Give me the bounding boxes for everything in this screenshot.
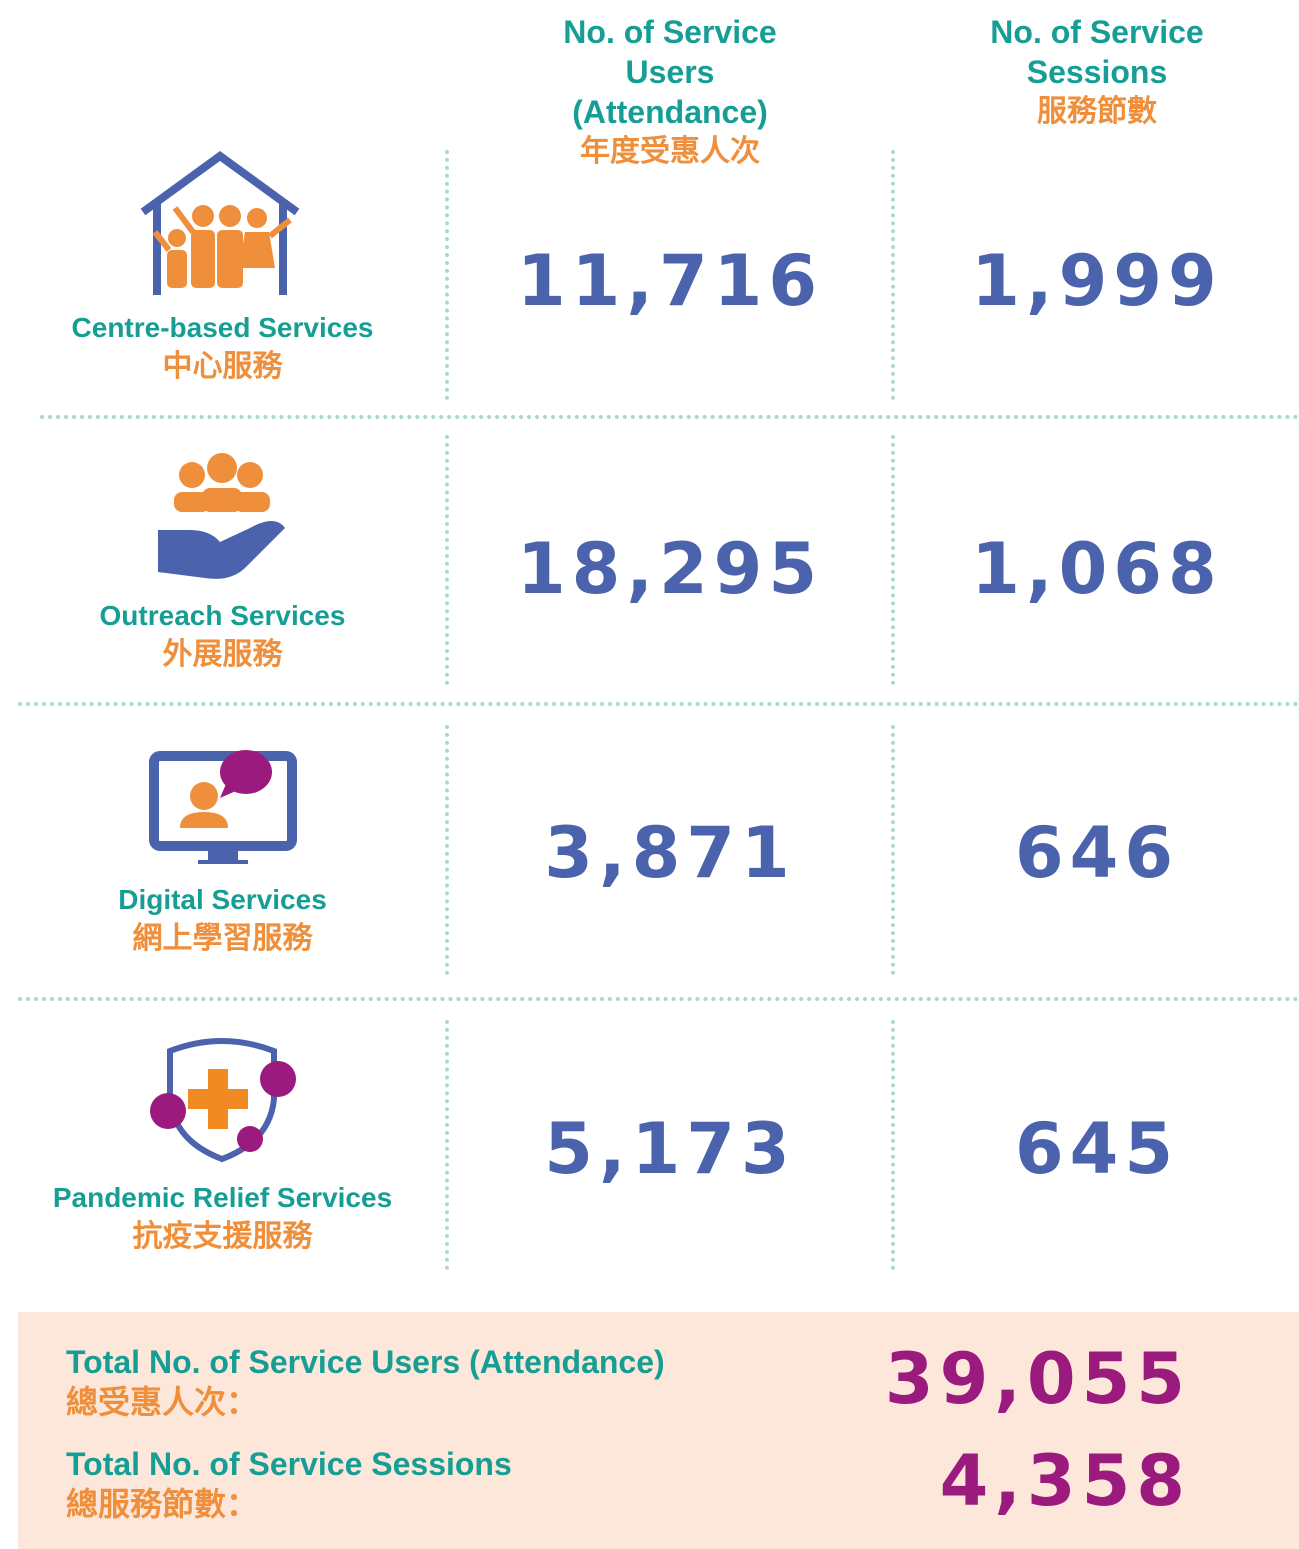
sessions-value: 1,068: [971, 528, 1223, 610]
sessions-value: 1,999: [971, 240, 1223, 322]
total-users-en: Total No. of Service Users (Attendance): [66, 1344, 665, 1380]
divider: [891, 150, 895, 400]
sessions-value: 646: [1014, 812, 1180, 894]
total-sessions: 4,358: [939, 1440, 1191, 1522]
service-label: Centre-based Services 中心服務: [0, 310, 445, 388]
sessions-header-zh: 服務節數: [1037, 95, 1157, 128]
service-name-en: Outreach Services: [99, 600, 346, 631]
users-header-en: No. of Service Users (Attendance): [563, 14, 777, 130]
icon-digital: [149, 750, 297, 864]
divider: [40, 415, 1299, 419]
icon-pandemic: [150, 1038, 296, 1163]
divider: [891, 725, 895, 975]
sessions-value: 645: [1014, 1108, 1180, 1190]
total-sessions-zh: 總服務節數：: [66, 1486, 259, 1522]
service-name-en: Pandemic Relief Services: [52, 1182, 393, 1213]
users-value: 11,716: [516, 240, 824, 322]
totals-box: Total No. of Service Users (Attendance) …: [18, 1312, 1299, 1549]
service-name-zh: 抗疫支援服務: [132, 1220, 313, 1253]
users-header-zh: 年度受惠人次: [580, 135, 760, 168]
users-header: No. of Service Users (Attendance) 年度受惠人次: [445, 12, 895, 172]
service-label: Digital Services 網上學習服務: [0, 882, 445, 960]
service-name-zh: 網上學習服務: [132, 922, 313, 955]
total-users-zh: 總受惠人次：: [66, 1384, 259, 1420]
divider: [18, 702, 1299, 706]
icon-outreach: [158, 453, 285, 579]
service-name-zh: 中心服務: [162, 350, 283, 383]
divider: [18, 997, 1299, 1001]
users-value: 3,871: [544, 812, 796, 894]
users-value: 5,173: [544, 1108, 796, 1190]
sessions-header: No. of Service Sessions 服務節數: [895, 12, 1299, 132]
service-label: Outreach Services 外展服務: [0, 598, 445, 676]
sessions-header-en: No. of Service Sessions: [990, 14, 1204, 90]
divider: [445, 1020, 449, 1270]
divider: [445, 725, 449, 975]
service-name-en: Digital Services: [118, 884, 327, 915]
service-name-zh: 外展服務: [162, 638, 283, 671]
divider: [891, 1020, 895, 1270]
icon-centre: [140, 151, 300, 295]
divider: [445, 435, 449, 685]
divider: [445, 150, 449, 400]
service-label: Pandemic Relief Services 抗疫支援服務: [0, 1180, 445, 1258]
total-sessions-en: Total No. of Service Sessions: [66, 1446, 512, 1482]
total-users: 39,055: [884, 1338, 1191, 1420]
users-value: 18,295: [516, 528, 824, 610]
divider: [891, 435, 895, 685]
service-name-en: Centre-based Services: [71, 312, 374, 343]
